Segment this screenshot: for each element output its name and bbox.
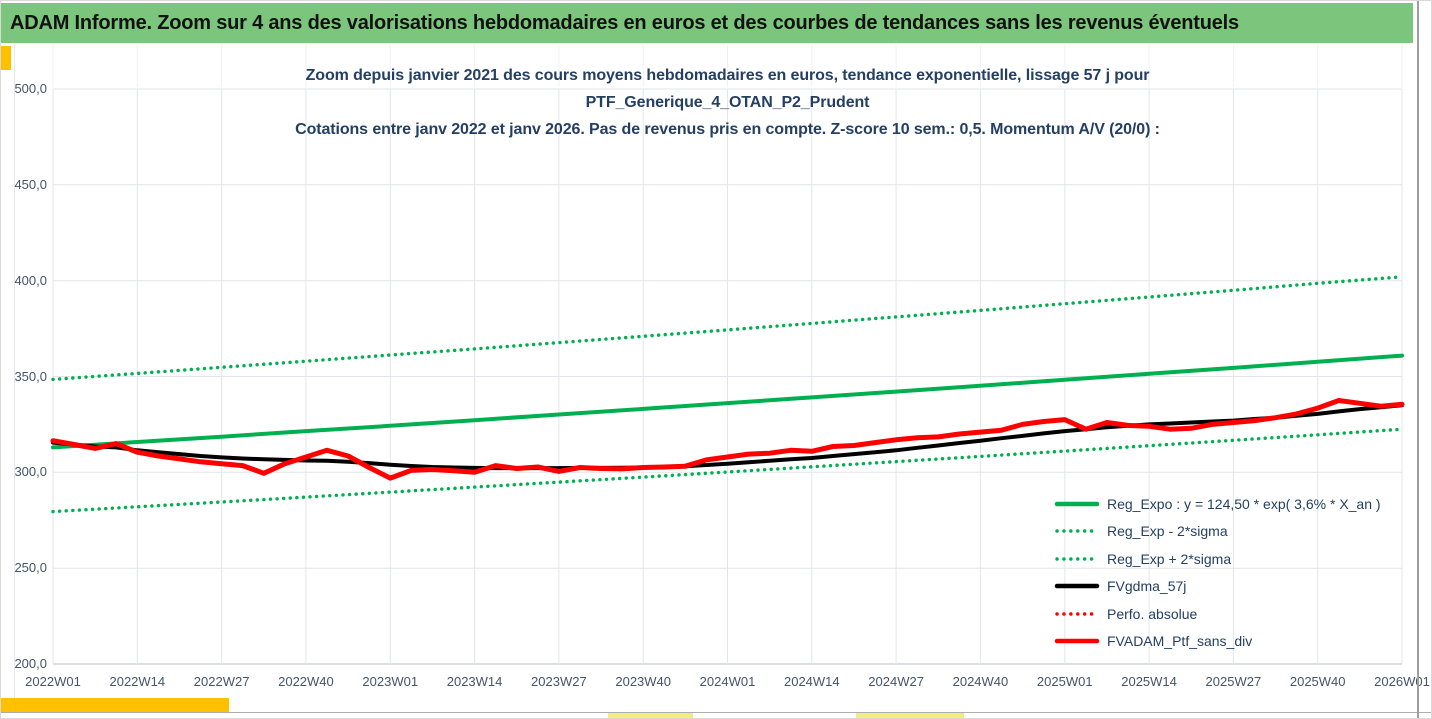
title-bar: ADAM Informe. Zoom sur 4 ans des valoris…	[1, 3, 1413, 43]
bottom-highlight-1	[608, 713, 693, 718]
legend-line-sample	[1054, 501, 1100, 506]
title-bar-text: ADAM Informe. Zoom sur 4 ans des valoris…	[10, 11, 1239, 34]
legend-item: Reg_Exp - 2*sigma	[1054, 518, 1381, 546]
legend-line-sample	[1054, 639, 1100, 644]
chart-title-line2: PTF_Generique_4_OTAN_P2_Prudent	[585, 94, 870, 111]
legend-item: Perfo. absolue	[1054, 600, 1381, 628]
bottom-highlight-2	[856, 713, 964, 718]
legend-item: Reg_Expo : y = 124,50 * exp( 3,6% * X_an…	[1054, 490, 1381, 518]
sheet-column-border	[14, 45, 15, 712]
legend-label: FVgdma_57j	[1107, 578, 1187, 595]
legend-line-sample	[1055, 557, 1099, 561]
legend-line-sample	[1054, 584, 1100, 589]
legend-item: Reg_Exp + 2*sigma	[1054, 545, 1381, 573]
window-right-border	[1417, 1, 1419, 718]
legend-label: Reg_Exp - 2*sigma	[1107, 523, 1228, 540]
bottom-gold-bar	[1, 698, 229, 712]
legend-item: FVgdma_57j	[1054, 573, 1381, 601]
chart-legend: Reg_Expo : y = 124,50 * exp( 3,6% * X_an…	[1054, 490, 1381, 655]
legend-line-sample	[1055, 612, 1099, 616]
legend-label: Reg_Expo : y = 124,50 * exp( 3,6% * X_an…	[1107, 495, 1381, 512]
legend-label: Perfo. absolue	[1107, 605, 1198, 622]
chart-title-line3: Cotations entre janv 2022 et janv 2026. …	[295, 121, 1160, 138]
left-gold-accent	[1, 46, 11, 70]
legend-label: FVADAM_Ptf_sans_div	[1107, 633, 1253, 650]
legend-label: Reg_Exp + 2*sigma	[1107, 550, 1232, 567]
chart-title-line1: Zoom depuis janvier 2021 des cours moyen…	[305, 67, 1150, 84]
legend-line-sample	[1055, 529, 1099, 533]
window-bottom-border	[1, 712, 1431, 713]
legend-item: FVADAM_Ptf_sans_div	[1054, 628, 1381, 656]
